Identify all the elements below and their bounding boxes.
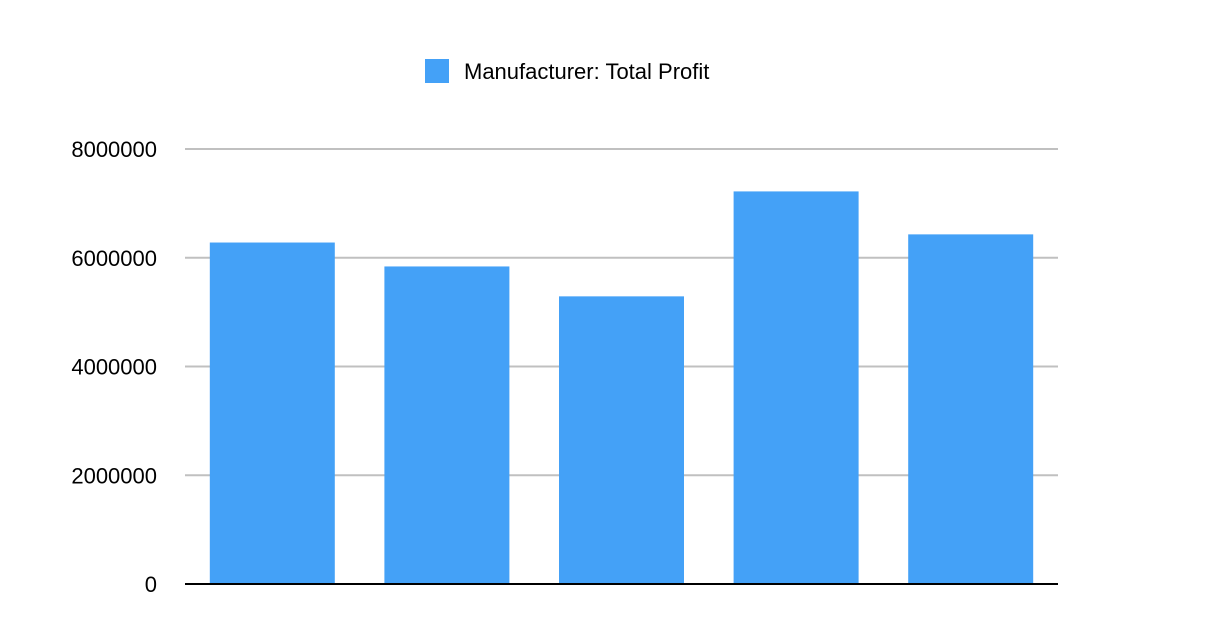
bar <box>908 234 1034 584</box>
legend-label: Manufacturer: Total Profit <box>464 59 709 84</box>
legend-swatch <box>425 59 449 83</box>
y-tick-label: 0 <box>145 572 157 597</box>
bar <box>209 242 335 584</box>
y-tick-label: 8000000 <box>71 137 157 162</box>
bar <box>384 266 510 584</box>
bars <box>209 191 1034 584</box>
bar <box>559 296 684 584</box>
bar <box>733 191 859 584</box>
legend: Manufacturer: Total Profit <box>425 59 709 84</box>
y-tick-label: 2000000 <box>71 463 157 488</box>
y-tick-label: 6000000 <box>71 246 157 271</box>
y-axis: 0 2000000 4000000 6000000 8000000 <box>71 137 1058 597</box>
y-tick-label: 4000000 <box>71 355 157 380</box>
